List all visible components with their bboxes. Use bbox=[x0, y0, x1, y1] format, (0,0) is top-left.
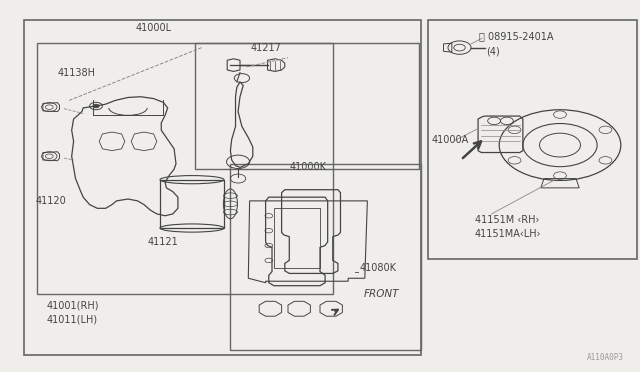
Text: 41011(LH): 41011(LH) bbox=[46, 314, 97, 324]
Bar bbox=[195, 43, 419, 169]
Text: FRONT: FRONT bbox=[364, 289, 399, 299]
Bar bbox=[230, 164, 421, 350]
Text: 41120: 41120 bbox=[35, 196, 66, 206]
Text: (4): (4) bbox=[486, 46, 500, 56]
Text: 41000A: 41000A bbox=[432, 135, 469, 144]
Text: Ⓥ 08915-2401A: Ⓥ 08915-2401A bbox=[479, 32, 553, 41]
Text: 41121: 41121 bbox=[148, 237, 179, 247]
Bar bbox=[24, 20, 421, 355]
Text: 41001(RH): 41001(RH) bbox=[46, 301, 99, 311]
Text: 41000K: 41000K bbox=[289, 162, 326, 171]
Circle shape bbox=[93, 104, 99, 108]
Bar bbox=[37, 43, 333, 294]
Text: 41217: 41217 bbox=[250, 44, 281, 53]
Text: 41080K: 41080K bbox=[360, 263, 397, 273]
Text: A110A0P3: A110A0P3 bbox=[587, 353, 624, 362]
Text: 41000L: 41000L bbox=[136, 23, 172, 33]
Bar bbox=[428, 20, 637, 259]
Text: 41151MA‹LH›: 41151MA‹LH› bbox=[475, 229, 541, 238]
Text: 41138H: 41138H bbox=[58, 68, 95, 77]
Text: 41151M ‹RH›: 41151M ‹RH› bbox=[475, 215, 540, 225]
